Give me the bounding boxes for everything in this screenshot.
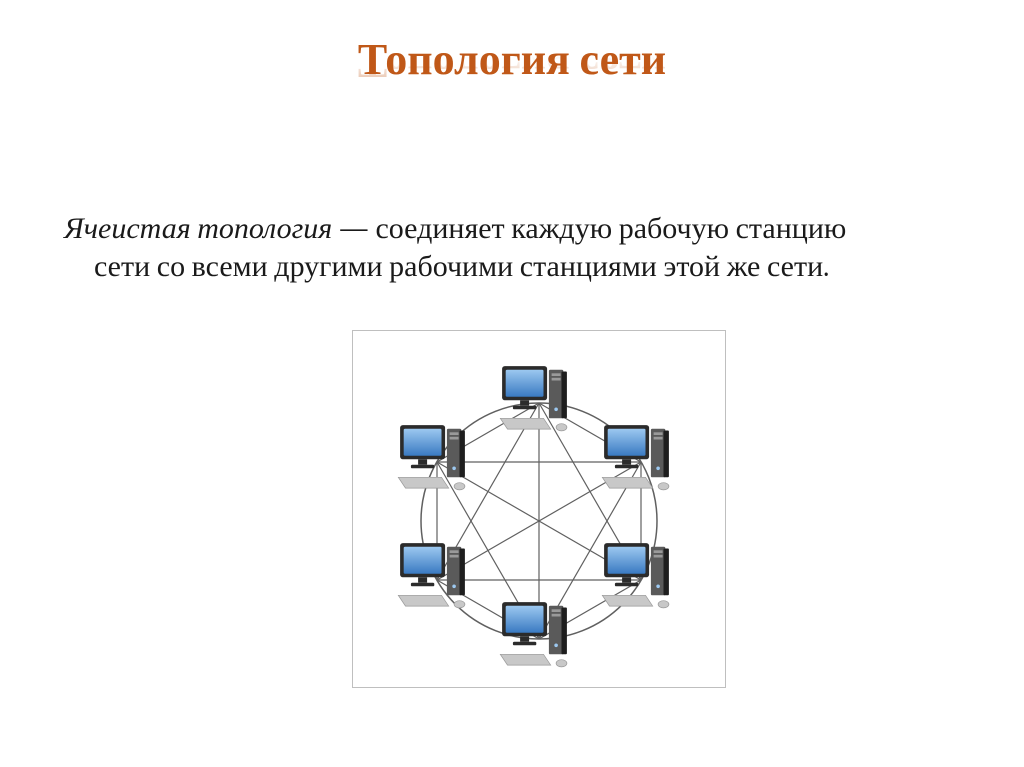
slide-title: Топология сети Топология сети (0, 38, 1024, 128)
slide: Топология сети Топология сети Ячеистая т… (0, 0, 1024, 767)
term: Ячеистая топология (64, 211, 332, 246)
workstation-icon (398, 543, 465, 608)
workstation-icon (602, 425, 669, 490)
workstation-icon (500, 366, 567, 431)
mesh-svg (353, 331, 725, 687)
workstation-icon (398, 425, 465, 490)
mesh-topology-diagram (352, 330, 726, 688)
workstation-icon (602, 543, 669, 608)
title-reflection: Топология сети (0, 40, 1024, 84)
workstation-icon (500, 602, 567, 667)
body-paragraph: Ячеистая топология — соединяет каждую ра… (64, 210, 864, 285)
